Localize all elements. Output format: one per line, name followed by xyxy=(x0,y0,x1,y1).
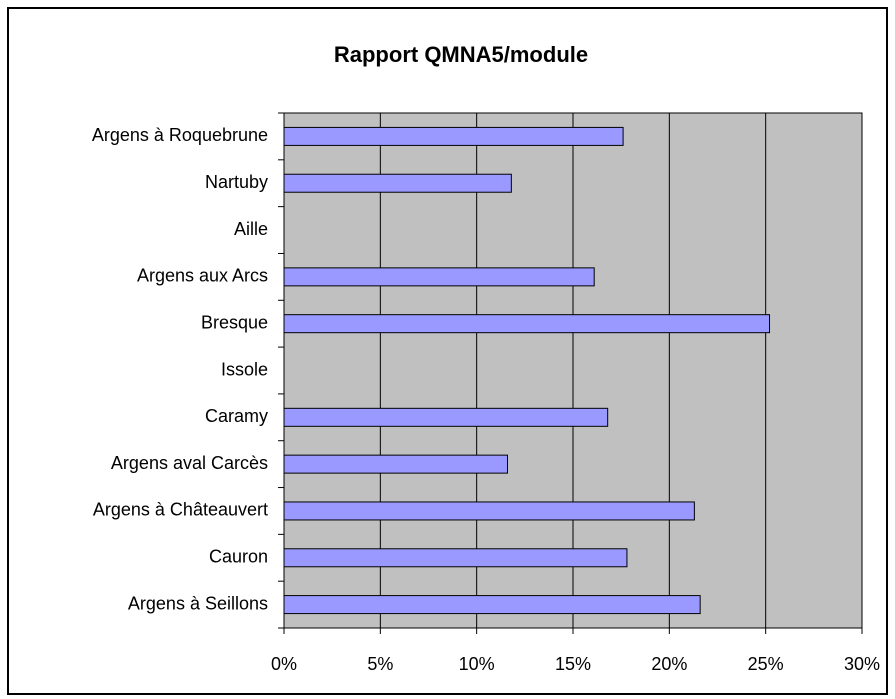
y-tick-label: Issole xyxy=(221,359,268,379)
y-tick-label: Argens aval Carcès xyxy=(111,453,268,473)
bar xyxy=(283,267,595,287)
y-tick-label: Nartuby xyxy=(205,172,268,192)
bar xyxy=(283,407,609,427)
y-tick-label: Caramy xyxy=(205,406,268,426)
bar xyxy=(283,454,508,474)
bar xyxy=(283,501,695,521)
y-tick-label: Cauron xyxy=(209,547,268,567)
y-tick-label: Argens à Châteauvert xyxy=(93,500,268,520)
plot-border xyxy=(283,112,863,629)
y-tick-label: Argens aux Arcs xyxy=(137,266,268,286)
y-tick-label: Aille xyxy=(234,219,268,239)
y-tick-label: Argens à Roquebrune xyxy=(92,125,268,145)
bar xyxy=(283,126,624,146)
y-tick-label: Argens à Seillons xyxy=(128,593,268,613)
bar xyxy=(283,595,701,615)
x-tick-label: 30% xyxy=(844,654,880,674)
x-tick-label: 25% xyxy=(748,654,784,674)
x-tick-label: 15% xyxy=(555,654,591,674)
x-tick-label: 10% xyxy=(459,654,495,674)
x-tick-label: 0% xyxy=(271,654,297,674)
chart-title: Rapport QMNA5/module xyxy=(334,42,588,67)
x-tick-label: 20% xyxy=(651,654,687,674)
bar xyxy=(283,548,628,568)
bar xyxy=(283,173,512,193)
bar xyxy=(283,314,771,334)
x-tick-label: 5% xyxy=(367,654,393,674)
y-tick-label: Bresque xyxy=(201,312,268,332)
